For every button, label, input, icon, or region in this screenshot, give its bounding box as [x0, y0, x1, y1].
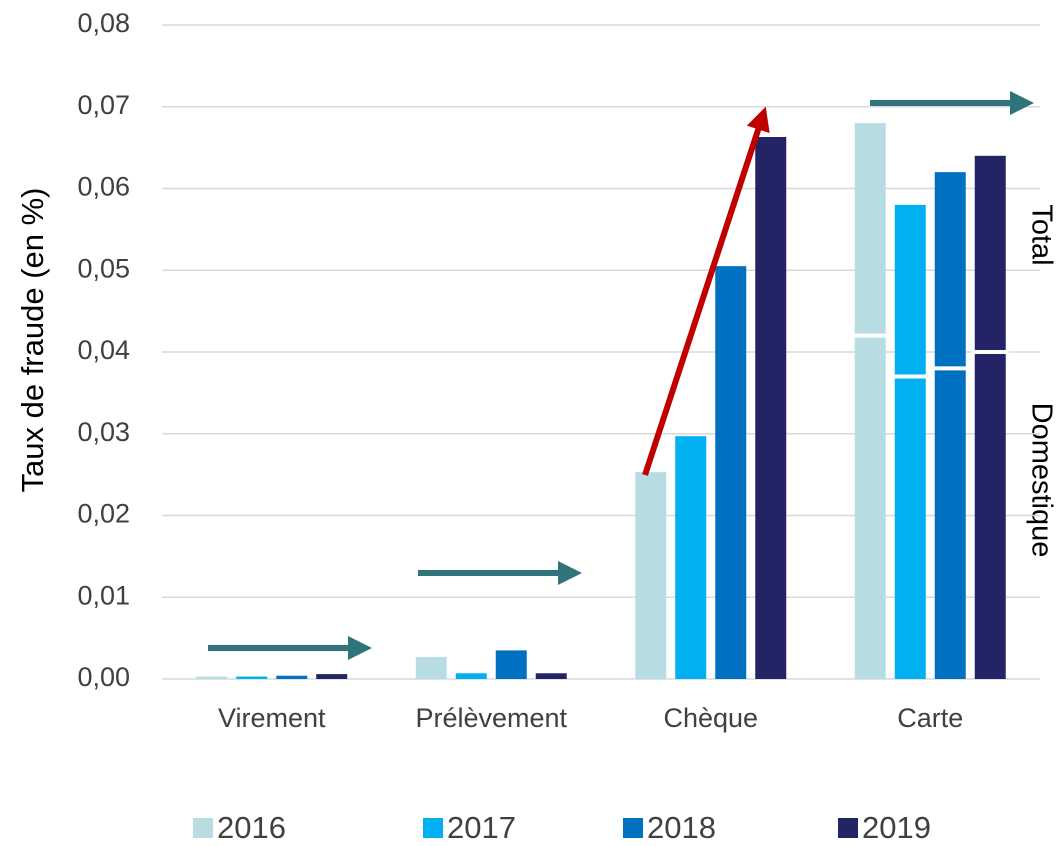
- y-tick-label: 0,08: [77, 8, 130, 38]
- x-tick-label: Prélèvement: [415, 703, 567, 733]
- bar: [276, 675, 308, 679]
- bar: [455, 673, 487, 679]
- y-tick-label: 0,01: [77, 580, 130, 610]
- x-tick-label: Carte: [897, 703, 963, 733]
- bar: [675, 436, 707, 679]
- bar: [974, 155, 1006, 680]
- bar: [934, 172, 966, 679]
- y-tick-label: 0,06: [77, 172, 130, 202]
- y-tick-label: 0,04: [77, 335, 130, 365]
- bar: [894, 204, 926, 679]
- y-tick-label: 0,05: [77, 253, 130, 283]
- legend-swatch: [623, 818, 643, 838]
- y-axis-label: Taux de fraude (en %): [15, 187, 50, 492]
- bar: [495, 650, 527, 679]
- trend-arrow: [642, 106, 770, 476]
- y-tick-label: 0,03: [77, 417, 130, 447]
- bar: [755, 136, 787, 679]
- y-tick-label: 0,07: [77, 90, 130, 120]
- y-tick-label: 0,00: [77, 662, 130, 692]
- legend-label: 2018: [647, 810, 716, 845]
- domestic-label: Domestique: [1025, 403, 1057, 558]
- legend-swatch: [838, 818, 858, 838]
- bar: [415, 656, 447, 679]
- legend-label: 2017: [447, 810, 516, 845]
- x-tick-label: Chèque: [663, 703, 758, 733]
- bar: [535, 673, 567, 679]
- x-tick-label: Virement: [218, 703, 326, 733]
- bar: [196, 676, 228, 679]
- legend-swatch: [193, 818, 213, 838]
- legend-label: 2016: [217, 810, 286, 845]
- bar: [854, 123, 886, 680]
- bar: [316, 674, 348, 679]
- bar: [635, 472, 667, 679]
- bar: [715, 266, 747, 679]
- total-label: Total: [1025, 204, 1057, 265]
- bar: [236, 676, 268, 679]
- legend-label: 2019: [862, 810, 931, 845]
- y-tick-label: 0,02: [77, 499, 130, 529]
- legend-swatch: [423, 818, 443, 838]
